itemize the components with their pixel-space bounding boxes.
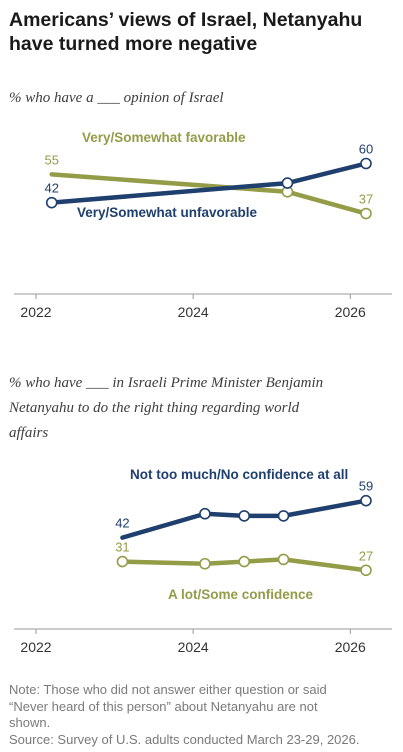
series-label-very-somewhat-favorable: Very/Somewhat favorable <box>82 130 246 145</box>
chart-2-subtitle-line-3: affairs <box>9 425 49 441</box>
data-point-a-lot-some-confidence-4 <box>360 564 372 577</box>
title-line-1: Americans’ views of Israel, Netanyahu <box>9 9 363 31</box>
data-point-very-somewhat-unfavorable-1 <box>281 177 294 189</box>
data-point-a-lot-some-confidence-3 <box>277 553 290 566</box>
footnote: Note: Those who did not answer either qu… <box>9 682 399 748</box>
source-line: Source: Survey of U.S. adults conducted … <box>9 731 360 747</box>
chart-2-subtitle: % who have ___ in Israeli Prime Minister… <box>9 371 394 446</box>
data-label-very-somewhat-unfavorable-0: 42 <box>44 181 58 196</box>
data-point-not-too-much-no-confidence-at-all-2 <box>238 510 251 522</box>
chart-1-subtitle: % who have a ___ opinion of Israel <box>9 90 224 106</box>
data-point-not-too-much-no-confidence-at-all-1 <box>199 507 211 520</box>
x-tick-label-2022: 2022 <box>20 639 51 655</box>
chart-title: Americans’ views of Israel, Netanyahu ha… <box>9 8 394 56</box>
data-point-not-too-much-no-confidence-at-all-4 <box>360 494 372 507</box>
chart-2-plot: 2022 2024 2026 42 59 Not too much/No confiden… <box>14 467 392 655</box>
data-point-a-lot-some-confidence-2 <box>238 555 251 568</box>
chart-1-plot: 2022 2024 2026 55 37 Very/Somewhat favorable 4… <box>14 130 392 320</box>
data-label-very-somewhat-favorable-0: 55 <box>44 152 58 167</box>
data-label-a-lot-some-confidence-4: 27 <box>359 548 373 563</box>
data-label-not-too-much-no-confidence-at-all-0: 42 <box>115 516 129 531</box>
chart-2-subtitle-line-2: Netanyahu to do the right thing regardin… <box>9 400 300 416</box>
data-point-very-somewhat-unfavorable-2 <box>360 157 372 170</box>
x-tick-label-2024: 2024 <box>178 304 209 320</box>
series-line-very-somewhat-unfavorable <box>49 161 369 205</box>
x-tick-label-2026: 2026 <box>335 304 366 320</box>
x-tick-label-2022: 2022 <box>20 304 51 320</box>
data-point-a-lot-some-confidence-1 <box>199 557 211 570</box>
x-tick-label-2026: 2026 <box>335 639 366 655</box>
note-line-1: Note: Those who did not answer either qu… <box>9 682 327 697</box>
data-label-not-too-much-no-confidence-at-all-4: 59 <box>359 479 373 494</box>
series-label-not-too-much-no-confidence-at-all: Not too much/No confidence at all <box>130 467 348 482</box>
data-point-a-lot-some-confidence-0 <box>116 555 129 568</box>
data-label-very-somewhat-unfavorable-2: 60 <box>359 142 373 157</box>
data-label-a-lot-some-confidence-0: 31 <box>115 540 129 555</box>
data-point-very-somewhat-favorable-2 <box>360 207 372 220</box>
series-label-very-somewhat-unfavorable: Very/Somewhat unfavorable <box>77 205 258 220</box>
series-label-a-lot-some-confidence: A lot/Some confidence <box>168 587 314 602</box>
note-line-3: shown. <box>9 715 51 730</box>
chart-2-subtitle-line-1: % who have ___ in Israeli Prime Minister… <box>9 375 324 391</box>
data-point-very-somewhat-unfavorable-0 <box>45 196 58 209</box>
data-label-very-somewhat-favorable-2: 37 <box>359 192 373 207</box>
note-line-2: “Never heard of this person” about Netan… <box>9 698 318 714</box>
data-point-not-too-much-no-confidence-at-all-3 <box>277 510 290 522</box>
x-tick-label-2024: 2024 <box>178 639 209 655</box>
title-line-2: have turned more negative <box>9 33 258 55</box>
